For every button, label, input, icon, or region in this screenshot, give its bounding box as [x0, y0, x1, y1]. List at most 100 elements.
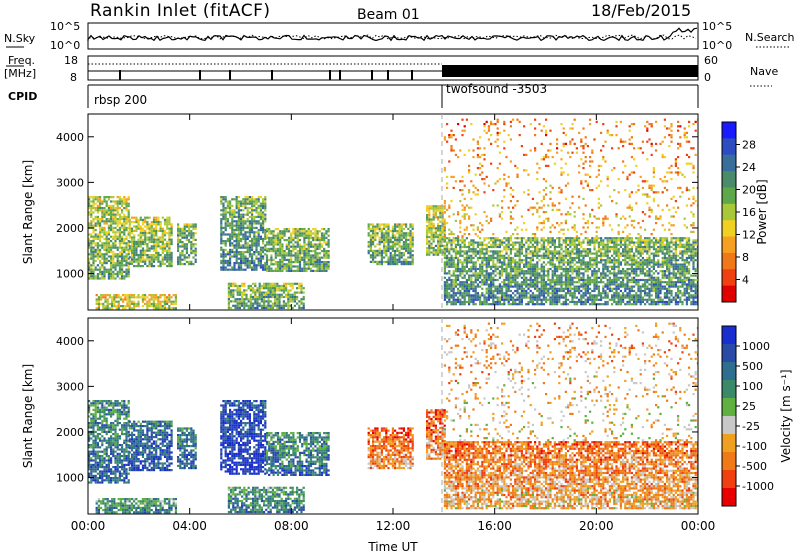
data-cell — [113, 294, 116, 297]
data-cell — [463, 241, 466, 244]
data-cell — [558, 250, 561, 253]
data-cell — [501, 250, 504, 253]
data-cell — [613, 278, 616, 282]
data-cell — [604, 250, 607, 253]
data-cell — [262, 257, 265, 260]
data-cell — [155, 249, 158, 252]
data-cell — [255, 200, 258, 203]
data-cell — [505, 252, 508, 255]
data-cell — [141, 256, 145, 259]
data-cell — [88, 244, 91, 247]
data-cell — [127, 270, 130, 273]
data-cell — [303, 230, 306, 233]
data-cell — [267, 284, 270, 288]
data-cell — [280, 284, 283, 288]
data-cell — [121, 251, 124, 254]
data-cell — [139, 265, 142, 268]
data-cell — [529, 241, 532, 244]
data-cell — [255, 220, 258, 223]
data-cell — [276, 247, 280, 250]
data-cell — [624, 294, 627, 297]
data-cell — [481, 265, 484, 268]
data-cell — [327, 243, 330, 246]
data-cell — [439, 220, 442, 223]
data-cell — [556, 265, 559, 268]
data-cell — [514, 254, 517, 257]
data-cell — [463, 281, 466, 284]
data-cell — [133, 245, 136, 248]
data-cell — [463, 300, 466, 304]
data-cell — [157, 229, 160, 232]
data-cell — [571, 294, 574, 297]
data-cell — [238, 298, 241, 301]
data-cell — [545, 270, 548, 273]
data-cell — [290, 250, 293, 253]
data-cell — [242, 251, 245, 254]
data-cell — [604, 292, 607, 295]
data-cell — [492, 285, 495, 288]
data-cell — [481, 259, 484, 262]
data-cell — [133, 256, 136, 259]
data-cell — [274, 261, 277, 264]
data-cell — [264, 266, 267, 269]
data-cell — [498, 265, 501, 268]
data-cell — [314, 234, 317, 237]
data-cell — [146, 238, 149, 241]
data-cell — [461, 270, 464, 273]
data-cell — [411, 254, 414, 257]
data-cell — [551, 261, 554, 264]
data-cell — [498, 285, 501, 288]
data-cell — [279, 234, 282, 237]
data-cell — [472, 283, 475, 286]
data-cell — [259, 262, 262, 265]
data-cell — [244, 204, 247, 207]
data-cell — [276, 254, 280, 257]
data-cell — [474, 261, 477, 264]
data-cell — [137, 256, 140, 259]
data-cell — [90, 220, 93, 223]
data-cell — [372, 227, 375, 230]
data-cell — [272, 243, 275, 246]
data-cell — [220, 253, 223, 256]
data-cell — [237, 220, 240, 223]
data-cell — [238, 289, 241, 292]
data-cell — [224, 215, 227, 218]
data-cell — [301, 234, 304, 237]
data-cell — [94, 235, 97, 238]
data-cell — [481, 281, 484, 284]
data-cell — [146, 227, 149, 230]
data-cell — [369, 230, 372, 233]
data-cell — [485, 272, 488, 275]
data-cell — [507, 263, 510, 266]
data-cell — [148, 249, 151, 252]
data-cell — [575, 303, 578, 306]
data-cell — [564, 256, 567, 260]
data-cell — [380, 238, 383, 241]
data-cell — [494, 296, 497, 299]
data-cell — [303, 250, 306, 253]
data-cell — [454, 303, 457, 306]
data-cell — [152, 243, 156, 246]
data-cell — [137, 265, 140, 268]
data-cell — [372, 254, 375, 257]
data-cell — [246, 196, 249, 199]
data-cell — [560, 281, 563, 284]
data-cell — [630, 239, 633, 242]
data-cell — [389, 245, 392, 248]
data-cell — [236, 284, 239, 288]
data-cell — [235, 204, 238, 207]
data-cell — [230, 306, 233, 310]
data-cell — [222, 207, 225, 210]
data-cell — [573, 287, 576, 290]
data-cell — [608, 285, 611, 288]
data-cell — [525, 285, 528, 288]
data-cell — [103, 255, 106, 258]
data-cell — [125, 246, 128, 249]
data-cell — [224, 255, 227, 258]
data-cell — [170, 251, 173, 254]
data-cell — [564, 237, 567, 240]
data-cell — [99, 277, 102, 280]
data-cell — [608, 241, 611, 244]
data-cell — [479, 272, 482, 275]
data-cell — [507, 294, 510, 297]
